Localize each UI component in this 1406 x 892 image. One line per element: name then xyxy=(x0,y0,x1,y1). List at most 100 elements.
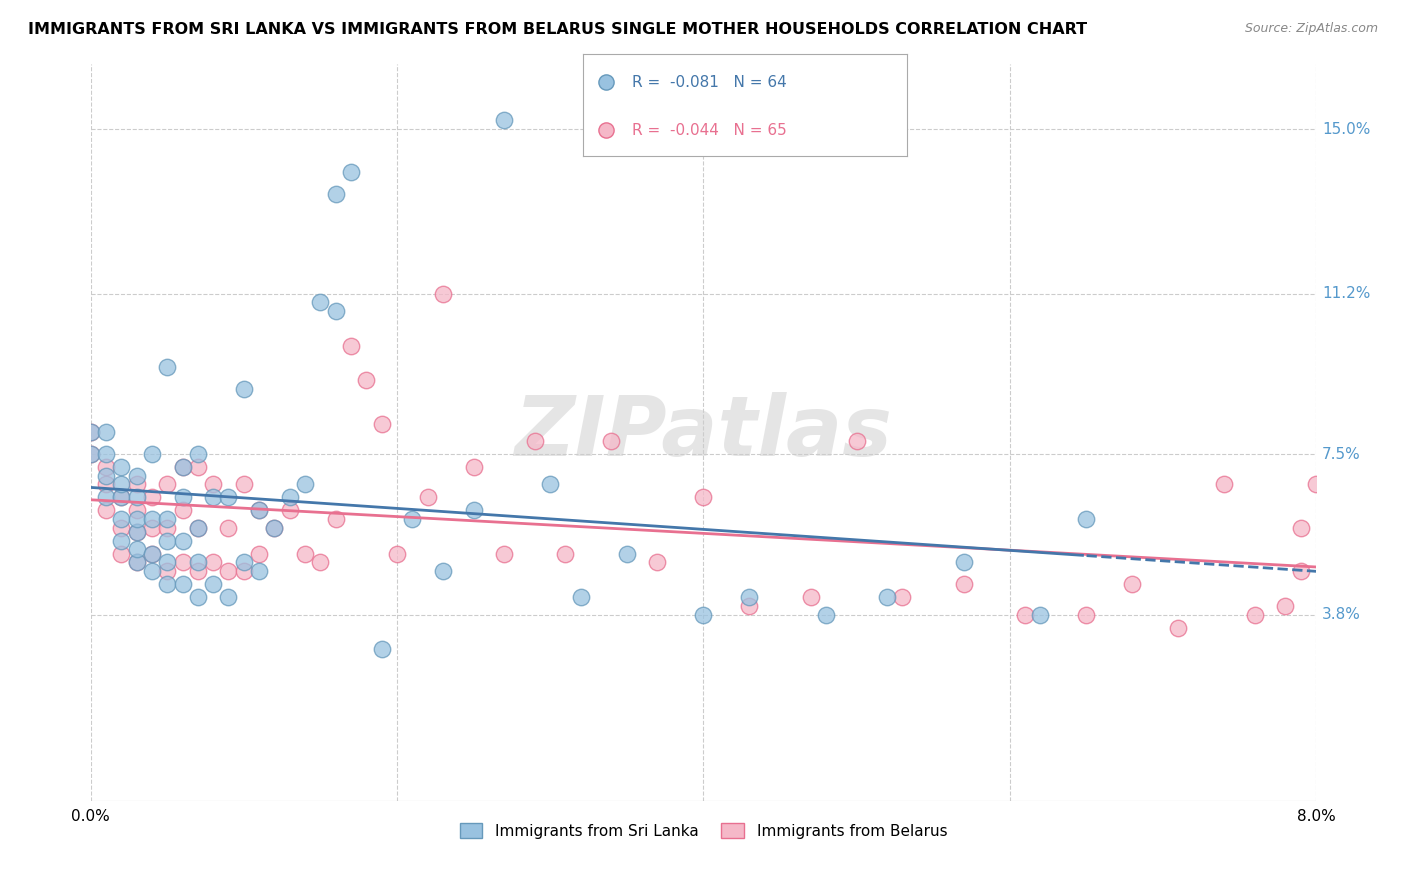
Point xyxy=(1076,512,1098,526)
Point xyxy=(416,491,439,505)
Point xyxy=(1121,577,1143,591)
Point xyxy=(172,533,194,548)
Point xyxy=(738,599,761,613)
Text: IMMIGRANTS FROM SRI LANKA VS IMMIGRANTS FROM BELARUS SINGLE MOTHER HOUSEHOLDS CO: IMMIGRANTS FROM SRI LANKA VS IMMIGRANTS … xyxy=(28,22,1087,37)
Point xyxy=(172,491,194,505)
Point xyxy=(692,607,714,622)
Point xyxy=(94,491,117,505)
Point xyxy=(232,564,254,578)
Point xyxy=(156,564,179,578)
Point xyxy=(247,564,270,578)
Point xyxy=(125,468,148,483)
Point xyxy=(432,564,454,578)
Point xyxy=(1274,599,1296,613)
Text: 15.0%: 15.0% xyxy=(1322,121,1371,136)
Point xyxy=(1076,607,1098,622)
Point xyxy=(325,187,347,202)
Point xyxy=(1305,477,1327,491)
Point xyxy=(232,477,254,491)
Point xyxy=(141,564,163,578)
Point xyxy=(385,547,408,561)
Point xyxy=(187,521,209,535)
Point xyxy=(218,521,240,535)
Point xyxy=(125,491,148,505)
Point xyxy=(202,577,225,591)
Point xyxy=(202,477,225,491)
Point xyxy=(1243,607,1265,622)
Point xyxy=(187,556,209,570)
Text: Source: ZipAtlas.com: Source: ZipAtlas.com xyxy=(1244,22,1378,36)
Point xyxy=(110,491,132,505)
Point xyxy=(110,477,132,491)
Point xyxy=(125,525,148,540)
Point xyxy=(94,447,117,461)
Point xyxy=(294,547,316,561)
Point xyxy=(156,556,179,570)
Point xyxy=(110,460,132,475)
Point xyxy=(110,491,132,505)
Text: R =  -0.044   N = 65: R = -0.044 N = 65 xyxy=(633,123,787,138)
Point xyxy=(814,607,837,622)
Point xyxy=(141,447,163,461)
Point xyxy=(125,503,148,517)
Point xyxy=(125,542,148,557)
Point xyxy=(432,286,454,301)
Point xyxy=(800,590,823,604)
Point xyxy=(79,425,101,440)
Point xyxy=(125,477,148,491)
Point xyxy=(1289,564,1312,578)
Point xyxy=(218,564,240,578)
Text: ZIPatlas: ZIPatlas xyxy=(515,392,893,473)
Point xyxy=(494,547,516,561)
Point xyxy=(569,590,592,604)
Text: 7.5%: 7.5% xyxy=(1322,447,1361,462)
Point xyxy=(309,295,332,310)
Point xyxy=(94,425,117,440)
Point xyxy=(125,512,148,526)
Point xyxy=(401,512,423,526)
Point xyxy=(538,477,561,491)
Point xyxy=(952,556,974,570)
Point xyxy=(340,339,363,353)
Point xyxy=(845,434,868,449)
Point xyxy=(463,503,485,517)
Point xyxy=(202,491,225,505)
Point xyxy=(554,547,576,561)
Point xyxy=(1167,620,1189,634)
Point xyxy=(523,434,546,449)
Point xyxy=(187,521,209,535)
Text: 3.8%: 3.8% xyxy=(1322,607,1361,622)
Point xyxy=(125,556,148,570)
Point xyxy=(187,447,209,461)
Text: 11.2%: 11.2% xyxy=(1322,286,1371,301)
Point xyxy=(156,512,179,526)
Point xyxy=(738,590,761,604)
Point xyxy=(110,533,132,548)
Point xyxy=(463,460,485,475)
Point xyxy=(616,547,638,561)
Point xyxy=(79,425,101,440)
Point xyxy=(187,590,209,604)
Point xyxy=(325,304,347,318)
Point xyxy=(156,577,179,591)
Point xyxy=(141,547,163,561)
Point xyxy=(891,590,914,604)
Point xyxy=(600,434,623,449)
Point xyxy=(141,521,163,535)
Point xyxy=(309,556,332,570)
Point xyxy=(125,525,148,540)
Point xyxy=(187,460,209,475)
Point xyxy=(125,556,148,570)
Point xyxy=(1289,521,1312,535)
Point xyxy=(247,547,270,561)
Point xyxy=(172,503,194,517)
Point xyxy=(141,512,163,526)
Point xyxy=(247,503,270,517)
Point xyxy=(202,556,225,570)
Point xyxy=(110,512,132,526)
Point xyxy=(141,491,163,505)
Point xyxy=(156,360,179,375)
Point xyxy=(952,577,974,591)
Point xyxy=(94,468,117,483)
Point xyxy=(1213,477,1236,491)
